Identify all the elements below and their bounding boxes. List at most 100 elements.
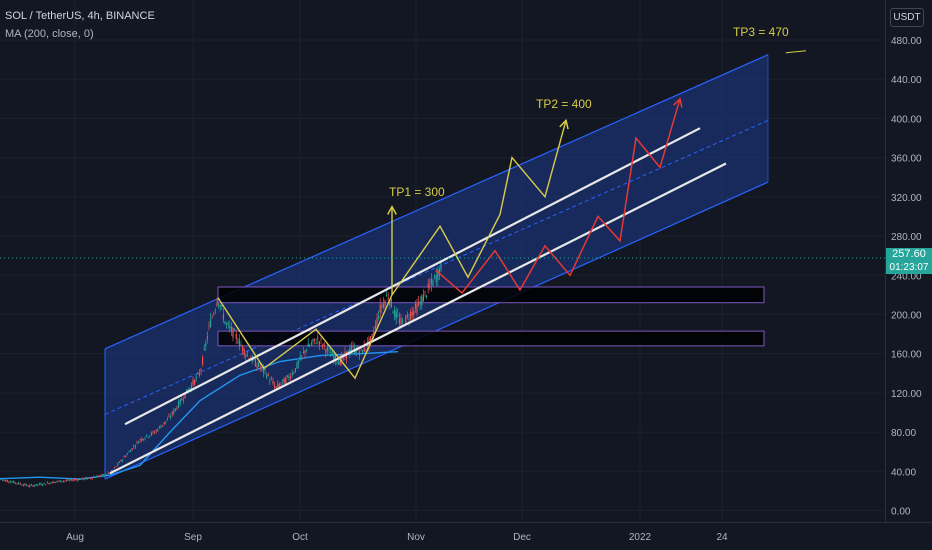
candle-body: [222, 314, 224, 320]
candle-body: [382, 303, 384, 308]
candle-body: [386, 294, 388, 297]
candle-body: [13, 481, 15, 484]
candle-body: [226, 323, 228, 325]
candle-body: [5, 480, 7, 482]
candle-body: [158, 426, 160, 428]
candle-body: [16, 483, 18, 485]
candle-body: [416, 304, 418, 314]
candle-body: [243, 348, 245, 355]
candle-body: [414, 303, 416, 308]
candle-body: [371, 334, 373, 336]
candle-body: [216, 302, 218, 306]
candle-body: [392, 312, 394, 314]
regression-channel: [104, 54, 769, 480]
candle-body: [18, 482, 20, 485]
candle-body: [312, 338, 314, 342]
candle-body: [122, 459, 124, 461]
candle-body: [389, 301, 391, 306]
candle-body: [205, 342, 207, 347]
candle-body: [384, 300, 386, 307]
candle-body: [40, 483, 42, 486]
candle-body: [109, 473, 111, 474]
candle-body: [11, 481, 13, 483]
candle-body: [21, 484, 23, 486]
candle-body: [286, 375, 288, 377]
symbol-legend[interactable]: SOL / TetherUS, 4h, BINANCE: [5, 10, 155, 22]
candle-body: [318, 341, 320, 345]
candle-body: [165, 421, 167, 423]
price-tick-label: 200.00: [891, 310, 922, 321]
candle-body: [333, 355, 335, 361]
candle-body: [219, 304, 221, 308]
tp-label: TP1 = 300: [389, 185, 445, 199]
candle-body: [82, 477, 84, 479]
candle-body: [235, 333, 237, 339]
candle-body: [242, 345, 244, 351]
candle-body: [362, 350, 364, 355]
candle-body: [142, 439, 144, 441]
candle-body: [171, 412, 173, 415]
candle-body: [435, 275, 437, 283]
time-scale-labels: Aug Sep Oct Nov Dec 2022 24: [66, 532, 728, 543]
candle-body: [298, 361, 300, 364]
candle-body: [134, 446, 136, 448]
trend-line: [124, 127, 701, 426]
candle-body: [138, 442, 140, 444]
candle-body: [320, 339, 322, 340]
candle-body: [150, 432, 152, 435]
candle-body: [106, 474, 108, 476]
candle-body: [213, 313, 215, 315]
candle-body: [72, 479, 74, 481]
candle-body: [326, 347, 328, 351]
candle-body: [339, 358, 341, 366]
candle-body: [152, 431, 154, 433]
candle-body: [314, 338, 316, 341]
support-zone-box: [217, 330, 765, 347]
candle-body: [131, 448, 133, 450]
tp1-arrowhead: [387, 205, 397, 215]
candle-body: [102, 474, 104, 476]
candle-body: [408, 319, 410, 320]
candle-body: [168, 415, 170, 417]
candle-body: [94, 477, 96, 478]
yellow-projection-path: [217, 120, 567, 380]
candle-body: [323, 343, 325, 346]
candle-body: [350, 345, 352, 351]
candle-body: [59, 480, 61, 483]
ma-indicator-legend[interactable]: MA (200, close, 0): [5, 28, 94, 40]
candle-body: [74, 479, 76, 481]
candle-body: [274, 385, 276, 389]
price-tick-label: 280.00: [891, 232, 922, 243]
candle-body: [266, 375, 268, 378]
candle-body: [302, 351, 304, 353]
candle-body: [325, 349, 327, 353]
candle-body: [400, 318, 402, 325]
candle-body: [264, 368, 266, 371]
price-tick-label: 440.00: [891, 75, 922, 86]
candle-body: [120, 459, 122, 462]
candle-body: [254, 358, 256, 367]
candle-body: [285, 377, 287, 384]
channel-fill: [105, 54, 768, 480]
candle-body: [50, 482, 52, 484]
candle-body: [24, 483, 26, 486]
candle-body: [229, 326, 231, 328]
candle-body: [202, 356, 204, 365]
candle-body: [394, 309, 396, 317]
candle-body: [230, 326, 232, 332]
channel-upper-line: [104, 54, 769, 350]
candle-body: [85, 477, 87, 480]
candle-body: [309, 345, 311, 347]
candle-body: [291, 372, 293, 376]
candle-body: [267, 373, 269, 376]
currency-button[interactable]: USDT: [890, 8, 924, 27]
candle-body: [224, 321, 226, 324]
candle-body: [38, 483, 40, 485]
candle-body: [440, 261, 442, 270]
candle-body: [8, 481, 10, 483]
candle-body: [155, 430, 157, 432]
price-tick-label: 360.00: [891, 154, 922, 165]
candle-body: [190, 385, 192, 389]
candle-body: [10, 481, 12, 483]
